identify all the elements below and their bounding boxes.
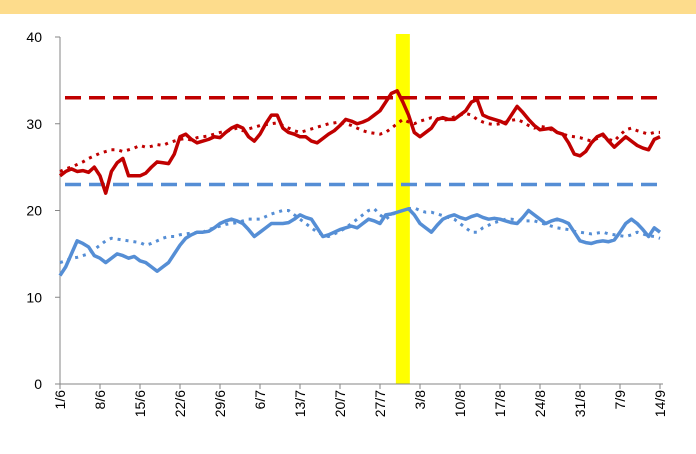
x-tick-label: 6/7 [252,390,268,410]
y-tick-label: 0 [34,376,42,392]
y-tick-label: 40 [26,29,42,45]
x-tick-label: 14/9 [652,390,668,417]
x-tick-label: 7/9 [612,390,628,410]
y-tick-label: 30 [26,116,42,132]
series-line [58,89,661,195]
series-line [59,111,660,173]
header-band [0,0,696,14]
y-tick-label: 10 [26,289,42,305]
series-line [58,207,662,277]
x-tick-label: 31/8 [572,390,588,417]
x-tick-label: 17/8 [492,390,508,417]
y-tick-label: 20 [26,203,42,219]
x-tick-label: 3/8 [412,390,428,410]
x-tick-label: 27/7 [372,390,388,417]
x-tick-label: 1/6 [52,390,68,410]
x-tick-label: 29/6 [212,390,228,417]
x-tick-label: 24/8 [532,390,548,417]
x-tick-label: 8/6 [92,390,108,410]
series-line [59,206,661,264]
x-tick-label: 10/8 [452,390,468,417]
x-tick-label: 22/6 [172,390,188,417]
x-tick-label: 20/7 [332,390,348,417]
x-tick-label: 15/6 [132,390,148,417]
x-tick-label: 13/7 [292,390,308,417]
